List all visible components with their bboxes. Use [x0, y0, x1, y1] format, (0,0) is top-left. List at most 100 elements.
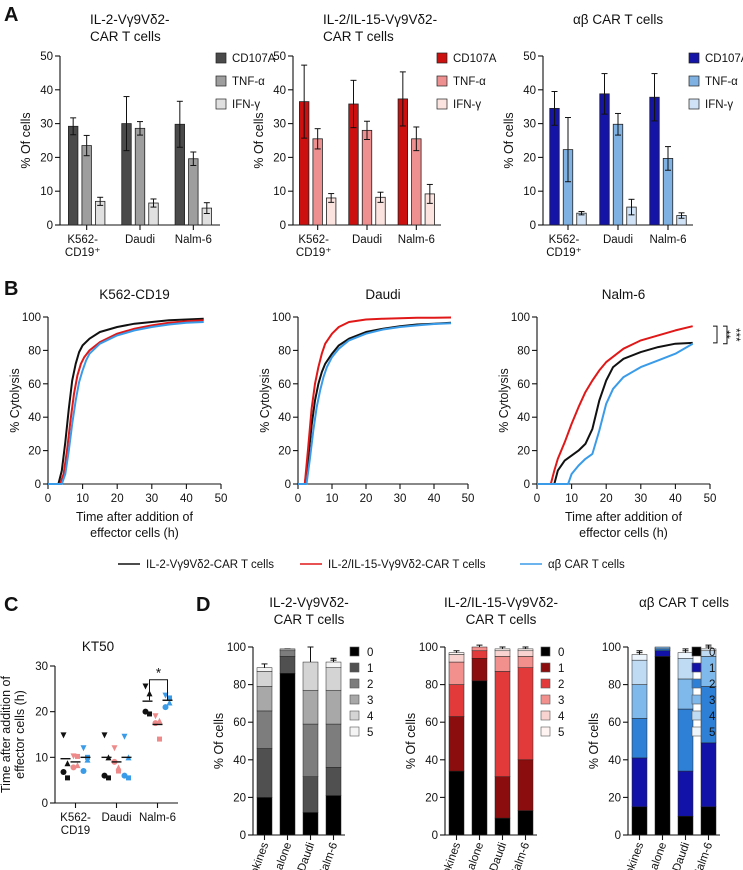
legend-label: 5 — [367, 727, 373, 739]
y-tick-label: 10 — [40, 186, 53, 198]
legend-swatch — [540, 646, 551, 657]
bar-tnf — [188, 158, 199, 226]
stack-segment-1 — [471, 658, 488, 682]
y-tick-label: 80 — [425, 680, 438, 692]
stack-segment-0 — [517, 810, 534, 836]
stack-segment-0 — [302, 812, 319, 836]
legend-swatch — [349, 662, 360, 673]
chart-title: Nalm-6 — [602, 287, 646, 302]
y-tick-label: 60 — [278, 379, 291, 391]
stack-segment-3 — [302, 689, 319, 725]
chart-c-kt50: KT50 0 10 20 30 Time after addition of effecto… — [0, 639, 178, 837]
chart-b2-daudi: Daudi 0 20 40 60 80 100 % Cytolysis 0 10 20 30 40 50 — [258, 287, 474, 505]
stack-segment-3 — [279, 648, 296, 652]
x-tick-label: 50 — [215, 493, 228, 505]
stack-segment-1 — [325, 767, 342, 796]
x-tick-label: Daudi — [296, 841, 318, 870]
x-tick-label: Daudi — [101, 812, 131, 824]
scatter-point — [75, 753, 80, 759]
x-tick-label: Daudi — [603, 234, 633, 246]
y-tick-label: 50 — [40, 51, 53, 63]
y-axis-label: % Of cells — [212, 713, 226, 769]
x-tick-label: 30 — [634, 493, 647, 505]
y-tick-label: 20 — [233, 792, 246, 804]
x-tick-label: + cytokines — [432, 841, 463, 870]
stack-segment-0 — [631, 806, 648, 836]
stack-segment-1 — [256, 748, 273, 798]
stack-segment-5 — [677, 652, 694, 659]
scatter-point — [111, 745, 118, 752]
x-tick-label: 50 — [462, 493, 475, 505]
y-axis-label: Time after addition of — [0, 676, 13, 793]
y-axis-label: % Of cells — [587, 713, 601, 769]
x-tick-label: alone — [648, 841, 669, 870]
scatter-point — [166, 699, 173, 706]
y-tick-label: 40 — [523, 85, 536, 97]
scatter-point — [157, 736, 162, 742]
legend-swatch — [691, 662, 702, 673]
x-tick-label: 10 — [326, 493, 339, 505]
legend-swatch — [349, 646, 360, 657]
chart-a3-ab: αβ CAR T cells 0 10 20 30 40 50 % Of cells K562-… — [502, 12, 743, 259]
stack-segment-1 — [494, 776, 511, 819]
stack-segment-5 — [631, 654, 648, 661]
scatter-point — [121, 733, 128, 740]
y-tick-label: 20 — [278, 446, 291, 458]
stack-segment-3 — [325, 689, 342, 725]
stack-segment-1 — [700, 742, 717, 808]
stack-segment-2 — [302, 723, 319, 777]
scatter-point — [116, 768, 121, 774]
x-tick-label: 20 — [360, 493, 373, 505]
stack-segment-3 — [494, 656, 511, 672]
stack-segment-1 — [677, 770, 694, 817]
x-tick-label: K562- — [298, 234, 329, 246]
y-tick-label: 10 — [523, 186, 536, 198]
scatter-point — [70, 764, 77, 771]
y-tick-label: 50 — [523, 51, 536, 63]
scatter-point — [60, 732, 67, 739]
stack-segment-3 — [448, 661, 465, 685]
legend-label: IFN-γ — [705, 99, 733, 111]
y-tick-label: 60 — [425, 717, 438, 729]
x-axis-label: effector cells (h) — [579, 526, 668, 540]
panel-label-a: A — [4, 4, 18, 26]
scatter-point — [167, 695, 172, 701]
y-tick-label: 60 — [28, 379, 41, 391]
curve-0 — [48, 317, 204, 485]
legend-label: 4 — [367, 711, 374, 723]
legend-label: 0 — [367, 647, 373, 659]
stack-segment-5 — [448, 652, 465, 655]
x-tick-label: Daudi — [488, 841, 510, 870]
y-axis-label: % Cytolysis — [258, 368, 272, 433]
y-tick-label: 100 — [602, 642, 621, 654]
x-tick-label: Nalm-6 — [398, 234, 435, 246]
stack-segment-4 — [631, 659, 648, 685]
scatter-point — [162, 704, 169, 711]
stack-segment-4 — [448, 654, 465, 663]
legend-swatch — [215, 98, 227, 110]
legend-swatch — [540, 662, 551, 673]
x-tick-label: 30 — [145, 493, 158, 505]
curve-2 — [537, 342, 694, 485]
legend-swatch — [436, 75, 448, 87]
y-tick-label: 100 — [419, 642, 438, 654]
chart-a1-il2: IL-2-Vγ9Vδ2- CAR T cells 0 10 20 30 40 50 % Of c… — [19, 12, 276, 259]
x-tick-label: + cytokines — [240, 841, 271, 870]
stack-segment-0 — [654, 656, 671, 836]
y-tick-label: 50 — [273, 51, 286, 63]
legend-swatch — [349, 726, 360, 737]
x-tick-label: Daudi — [352, 234, 382, 246]
stack-segment-4 — [677, 658, 694, 680]
x-tick-label: CD19⁺ — [546, 247, 581, 259]
y-tick-label: 80 — [28, 345, 41, 357]
chart-title: αβ CAR T cells — [573, 12, 663, 27]
x-tick-label: 20 — [111, 493, 124, 505]
x-tick-label: Nalm-6 — [649, 234, 686, 246]
legend-swatch — [436, 52, 448, 64]
stack-segment-5 — [325, 661, 342, 668]
stack-segment-0 — [325, 795, 342, 836]
scatter-point — [147, 711, 152, 717]
curve-0 — [537, 341, 693, 485]
